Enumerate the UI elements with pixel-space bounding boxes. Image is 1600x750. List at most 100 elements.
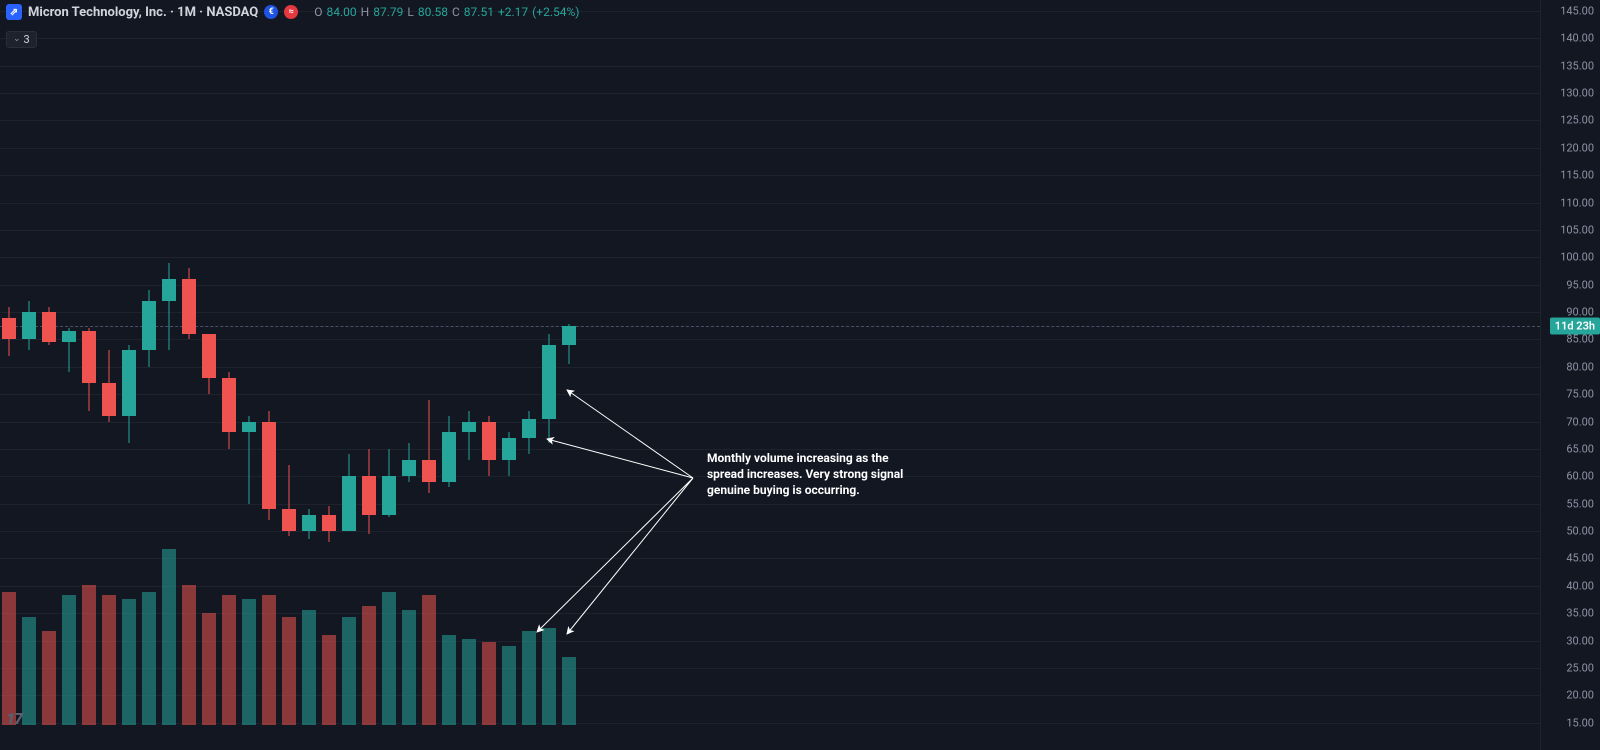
y-tick: 45.00 [1566, 552, 1594, 565]
volume-bar[interactable] [22, 617, 36, 725]
candle[interactable] [562, 324, 576, 363]
plot-area[interactable] [0, 0, 1540, 750]
volume-bar[interactable] [322, 635, 336, 725]
candle-body [82, 331, 96, 383]
candle[interactable] [242, 416, 256, 504]
candle[interactable] [482, 416, 496, 476]
candle-body [142, 301, 156, 350]
volume-bar[interactable] [182, 585, 196, 725]
y-tick: 105.00 [1560, 223, 1594, 236]
candle[interactable] [282, 465, 296, 536]
ohlc-open-value: 84.00 [327, 5, 357, 19]
candle[interactable] [302, 509, 316, 539]
volume-bar[interactable] [62, 595, 76, 725]
volume-bar[interactable] [82, 585, 96, 725]
candle[interactable] [202, 334, 216, 394]
symbol-logo[interactable]: ⇗ [6, 4, 22, 20]
candle-body [482, 422, 496, 460]
y-tick: 65.00 [1566, 442, 1594, 455]
candle[interactable] [322, 506, 336, 542]
collapse-button[interactable]: ⌄ 3 [6, 31, 37, 48]
candle[interactable] [2, 307, 16, 356]
candle[interactable] [362, 449, 376, 534]
candle[interactable] [422, 400, 436, 493]
candle[interactable] [462, 411, 476, 460]
volume-bar[interactable] [42, 631, 56, 725]
volume-bar[interactable] [242, 599, 256, 725]
volume-bar[interactable] [382, 592, 396, 725]
candle[interactable] [222, 372, 236, 449]
candle-body [562, 326, 576, 345]
candle-body [2, 318, 16, 340]
volume-bar[interactable] [522, 631, 536, 725]
candle[interactable] [62, 328, 76, 372]
candle[interactable] [342, 454, 356, 531]
candle-body [422, 460, 436, 482]
collapse-count: 3 [24, 33, 30, 46]
candle[interactable] [442, 416, 456, 487]
volume-bar[interactable] [2, 592, 16, 725]
candle-body [442, 432, 456, 481]
status-pill[interactable]: ≈ [284, 5, 298, 19]
volume-bar[interactable] [402, 610, 416, 725]
candle-body [322, 515, 336, 531]
annotation-text[interactable]: Monthly volume increasing as the spread … [707, 450, 927, 499]
candle-body [402, 460, 416, 476]
candle[interactable] [262, 411, 276, 520]
y-tick: 75.00 [1566, 388, 1594, 401]
candle[interactable] [182, 268, 196, 339]
y-tick: 35.00 [1566, 607, 1594, 620]
y-tick: 30.00 [1566, 634, 1594, 647]
volume-bar[interactable] [162, 549, 176, 725]
tradingview-watermark: 17 [6, 709, 22, 728]
volume-bar[interactable] [562, 657, 576, 725]
y-tick: 110.00 [1560, 196, 1594, 209]
volume-bar[interactable] [142, 592, 156, 725]
candle-body [502, 438, 516, 460]
volume-bar[interactable] [302, 610, 316, 725]
price-axis[interactable]: 145.00140.00135.00130.00125.00120.00115.… [1540, 0, 1600, 750]
volume-bar[interactable] [282, 617, 296, 725]
ohlc-high-label: H [361, 5, 370, 19]
candle-wick [169, 263, 170, 351]
volume-bar[interactable] [122, 599, 136, 725]
candle-body [182, 279, 196, 334]
y-tick: 80.00 [1566, 360, 1594, 373]
y-tick: 145.00 [1560, 4, 1594, 17]
volume-bar[interactable] [542, 628, 556, 725]
candle[interactable] [522, 411, 536, 455]
candle[interactable] [382, 449, 396, 517]
volume-bar[interactable] [462, 639, 476, 725]
candle[interactable] [542, 334, 556, 443]
candle[interactable] [82, 328, 96, 410]
candle[interactable] [42, 307, 56, 345]
symbol-title[interactable]: Micron Technology, Inc. · 1M · NASDAQ [28, 5, 258, 20]
indicator-collapse: ⌄ 3 [6, 26, 37, 48]
candle[interactable] [122, 345, 136, 444]
y-tick: 25.00 [1566, 661, 1594, 674]
volume-bar[interactable] [482, 642, 496, 725]
volume-bar[interactable] [262, 595, 276, 725]
volume-bar[interactable] [102, 595, 116, 725]
volume-bar[interactable] [202, 613, 216, 725]
volume-bar[interactable] [342, 617, 356, 725]
ohlc-low-label: L [407, 5, 413, 19]
candle[interactable] [142, 290, 156, 367]
candle[interactable] [102, 350, 116, 421]
candle[interactable] [22, 301, 36, 350]
candle[interactable] [162, 263, 176, 351]
candle-body [122, 350, 136, 416]
ohlc-change-pct: (+2.54%) [532, 5, 579, 19]
countdown-tag[interactable]: 11d 23h [1550, 317, 1600, 334]
volume-bar[interactable] [362, 606, 376, 725]
volume-bar[interactable] [502, 646, 516, 725]
volume-bar[interactable] [222, 595, 236, 725]
y-tick: 50.00 [1566, 525, 1594, 538]
candle[interactable] [502, 432, 516, 476]
volume-bar[interactable] [442, 635, 456, 725]
y-tick: 120.00 [1560, 141, 1594, 154]
volume-bar[interactable] [422, 595, 436, 725]
currency-pill[interactable]: € [264, 5, 278, 19]
candle[interactable] [402, 443, 416, 481]
candle-body [462, 422, 476, 433]
